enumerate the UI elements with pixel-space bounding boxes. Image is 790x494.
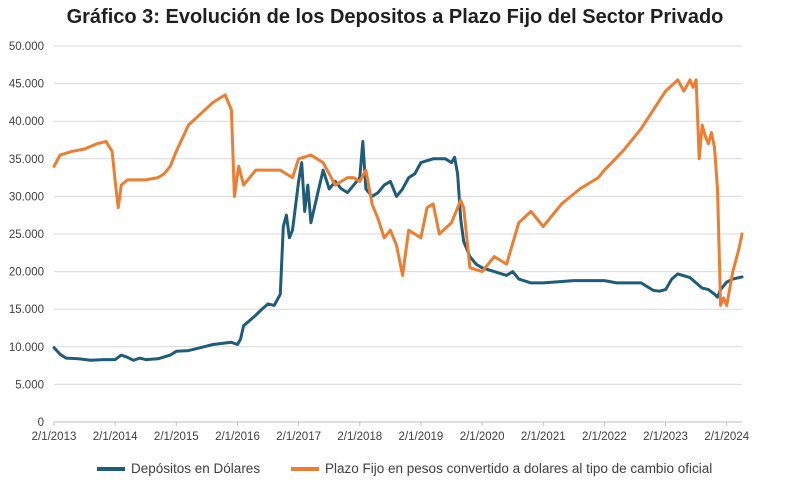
legend-label-depositos-dolares: Depósitos en Dólares — [131, 461, 261, 476]
legend-label-plazo-fijo: Plazo Fijo en pesos convertido a dolares… — [325, 461, 713, 476]
x-tick-label: 2/1/2021 — [521, 431, 566, 443]
x-tick-label: 2/1/2024 — [704, 431, 749, 443]
y-tick-label: 10.000 — [9, 342, 44, 354]
y-tick-label: 20.000 — [9, 267, 44, 279]
y-axis-tick-labels: 0 5.000 10.000 15.000 20.000 25.000 30.000 35.0… — [9, 41, 44, 429]
series-line-depositos-dolares — [52, 140, 744, 362]
y-tick-label: 25.000 — [9, 229, 44, 241]
y-tick-label: 5.000 — [15, 379, 44, 391]
legend-item-plazo-fijo: Plazo Fijo en pesos convertido a dolares… — [291, 461, 712, 476]
series-line-plazo-fijo — [52, 78, 744, 307]
legend-swatch-depositos-dolares — [97, 466, 125, 471]
y-tick-label: 50.000 — [9, 41, 44, 53]
x-tick-label: 2/1/2016 — [215, 431, 260, 443]
x-tick-label: 2/1/2020 — [460, 431, 505, 443]
y-tick-label: 40.000 — [9, 116, 44, 128]
x-tick-label: 2/1/2013 — [32, 431, 77, 443]
x-tick-label: 2/1/2018 — [337, 431, 382, 443]
series-lines — [52, 78, 744, 362]
x-axis-tick-labels: 2/1/2013 2/1/2014 2/1/2015 2/1/2016 2/1/2017… — [32, 422, 750, 443]
legend: Depósitos en Dólares Plazo Fijo en pesos… — [0, 461, 790, 483]
legend-item-depositos-dolares: Depósitos en Dólares — [97, 461, 260, 476]
x-tick-label: 2/1/2023 — [643, 431, 688, 443]
y-tick-label: 45.000 — [9, 79, 44, 91]
x-tick-label: 2/1/2017 — [276, 431, 321, 443]
x-tick-label: 2/1/2014 — [93, 431, 138, 443]
y-tick-label: 30.000 — [9, 191, 44, 203]
legend-swatch-plazo-fijo — [291, 466, 319, 471]
chart-title: Gráfico 3: Evolución de los Depositos a … — [66, 6, 724, 28]
y-tick-label: 0 — [38, 417, 44, 429]
y-tick-label: 35.000 — [9, 154, 44, 166]
grid-lines — [54, 45, 742, 423]
y-tick-label: 15.000 — [9, 304, 44, 316]
x-tick-label: 2/1/2022 — [582, 431, 627, 443]
x-tick-label: 2/1/2019 — [399, 431, 444, 443]
x-tick-label: 2/1/2015 — [154, 431, 199, 443]
